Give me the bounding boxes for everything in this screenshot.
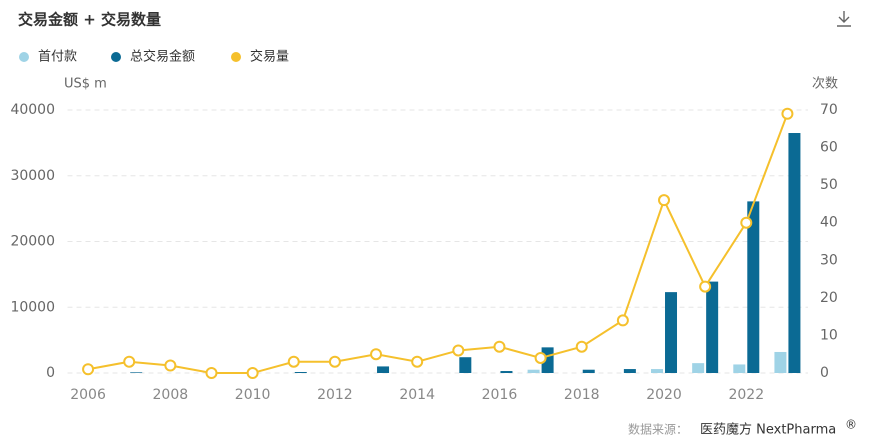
legend-label: 总交易金额: [130, 49, 195, 65]
bar: [788, 133, 801, 373]
x-tick-label: 2018: [564, 387, 600, 403]
x-tick-label: 2010: [235, 387, 271, 403]
line-point: [370, 348, 383, 361]
line-point: [616, 314, 629, 327]
legend-label: 交易量: [250, 49, 289, 65]
y2-tick-label: 60: [820, 140, 838, 156]
line-point: [658, 194, 671, 207]
bar: [774, 351, 787, 373]
y2-tick-label: 0: [820, 365, 829, 381]
y-axis-label: US$ m: [64, 77, 107, 92]
x-tick-label: 2008: [153, 387, 189, 403]
legend-label: 首付款: [38, 50, 77, 65]
line-point: [123, 355, 136, 368]
y-tick-label: 10000: [10, 299, 55, 315]
bar: [130, 372, 143, 373]
y-tick-label: 40000: [10, 102, 55, 118]
legend-marker: [111, 52, 121, 62]
bar: [294, 372, 307, 373]
line-point: [534, 351, 547, 364]
line-point: [164, 359, 177, 372]
x-tick-label: 2006: [70, 387, 106, 403]
y-tick-label: 30000: [10, 168, 55, 184]
x-tick-label: 2016: [482, 387, 518, 403]
line-point: [575, 340, 588, 353]
line-point: [205, 367, 218, 379]
bar: [665, 292, 678, 373]
bar: [706, 281, 719, 373]
bar: [651, 369, 664, 373]
chart-title: 交易金额 + 交易数量: [18, 11, 161, 29]
bar: [527, 369, 540, 373]
y2-tick-label: 70: [820, 102, 838, 118]
line-point: [246, 367, 259, 379]
source-label: 数据来源：: [628, 422, 688, 437]
y-tick-label: 20000: [10, 234, 55, 250]
y2-tick-label: 40: [820, 215, 838, 231]
bar: [500, 371, 513, 373]
bar: [733, 364, 746, 373]
x-tick-label: 2022: [728, 387, 764, 403]
source-mark: ®: [845, 418, 857, 432]
line-point: [411, 355, 424, 368]
y-tick-label: 0: [46, 365, 55, 381]
bar: [623, 369, 636, 373]
line-point: [287, 355, 300, 368]
bar: [747, 201, 760, 373]
bar: [582, 369, 595, 373]
line-point: [493, 340, 506, 353]
line-point: [699, 280, 712, 293]
line-point: [781, 107, 794, 120]
source-brand: 医药魔方 NextPharma: [700, 422, 836, 438]
y2-tick-label: 30: [820, 252, 838, 268]
x-tick-label: 2020: [646, 387, 682, 403]
y2-tick-label: 10: [820, 327, 838, 343]
legend-marker: [231, 52, 241, 62]
y2-tick-label: 50: [820, 177, 838, 193]
line-point: [328, 355, 341, 368]
x-tick-label: 2012: [317, 387, 353, 403]
line-point: [452, 344, 465, 357]
x-tick-label: 2014: [399, 387, 435, 403]
bar: [459, 357, 472, 373]
line-point: [740, 216, 753, 229]
line-point: [82, 363, 95, 376]
legend-marker: [19, 52, 29, 62]
download-button[interactable]: [837, 11, 851, 27]
y2-axis-label: 次数: [812, 76, 838, 92]
y2-tick-label: 20: [820, 290, 838, 306]
bar: [377, 366, 390, 373]
bar: [692, 363, 705, 373]
line: [87, 113, 789, 374]
